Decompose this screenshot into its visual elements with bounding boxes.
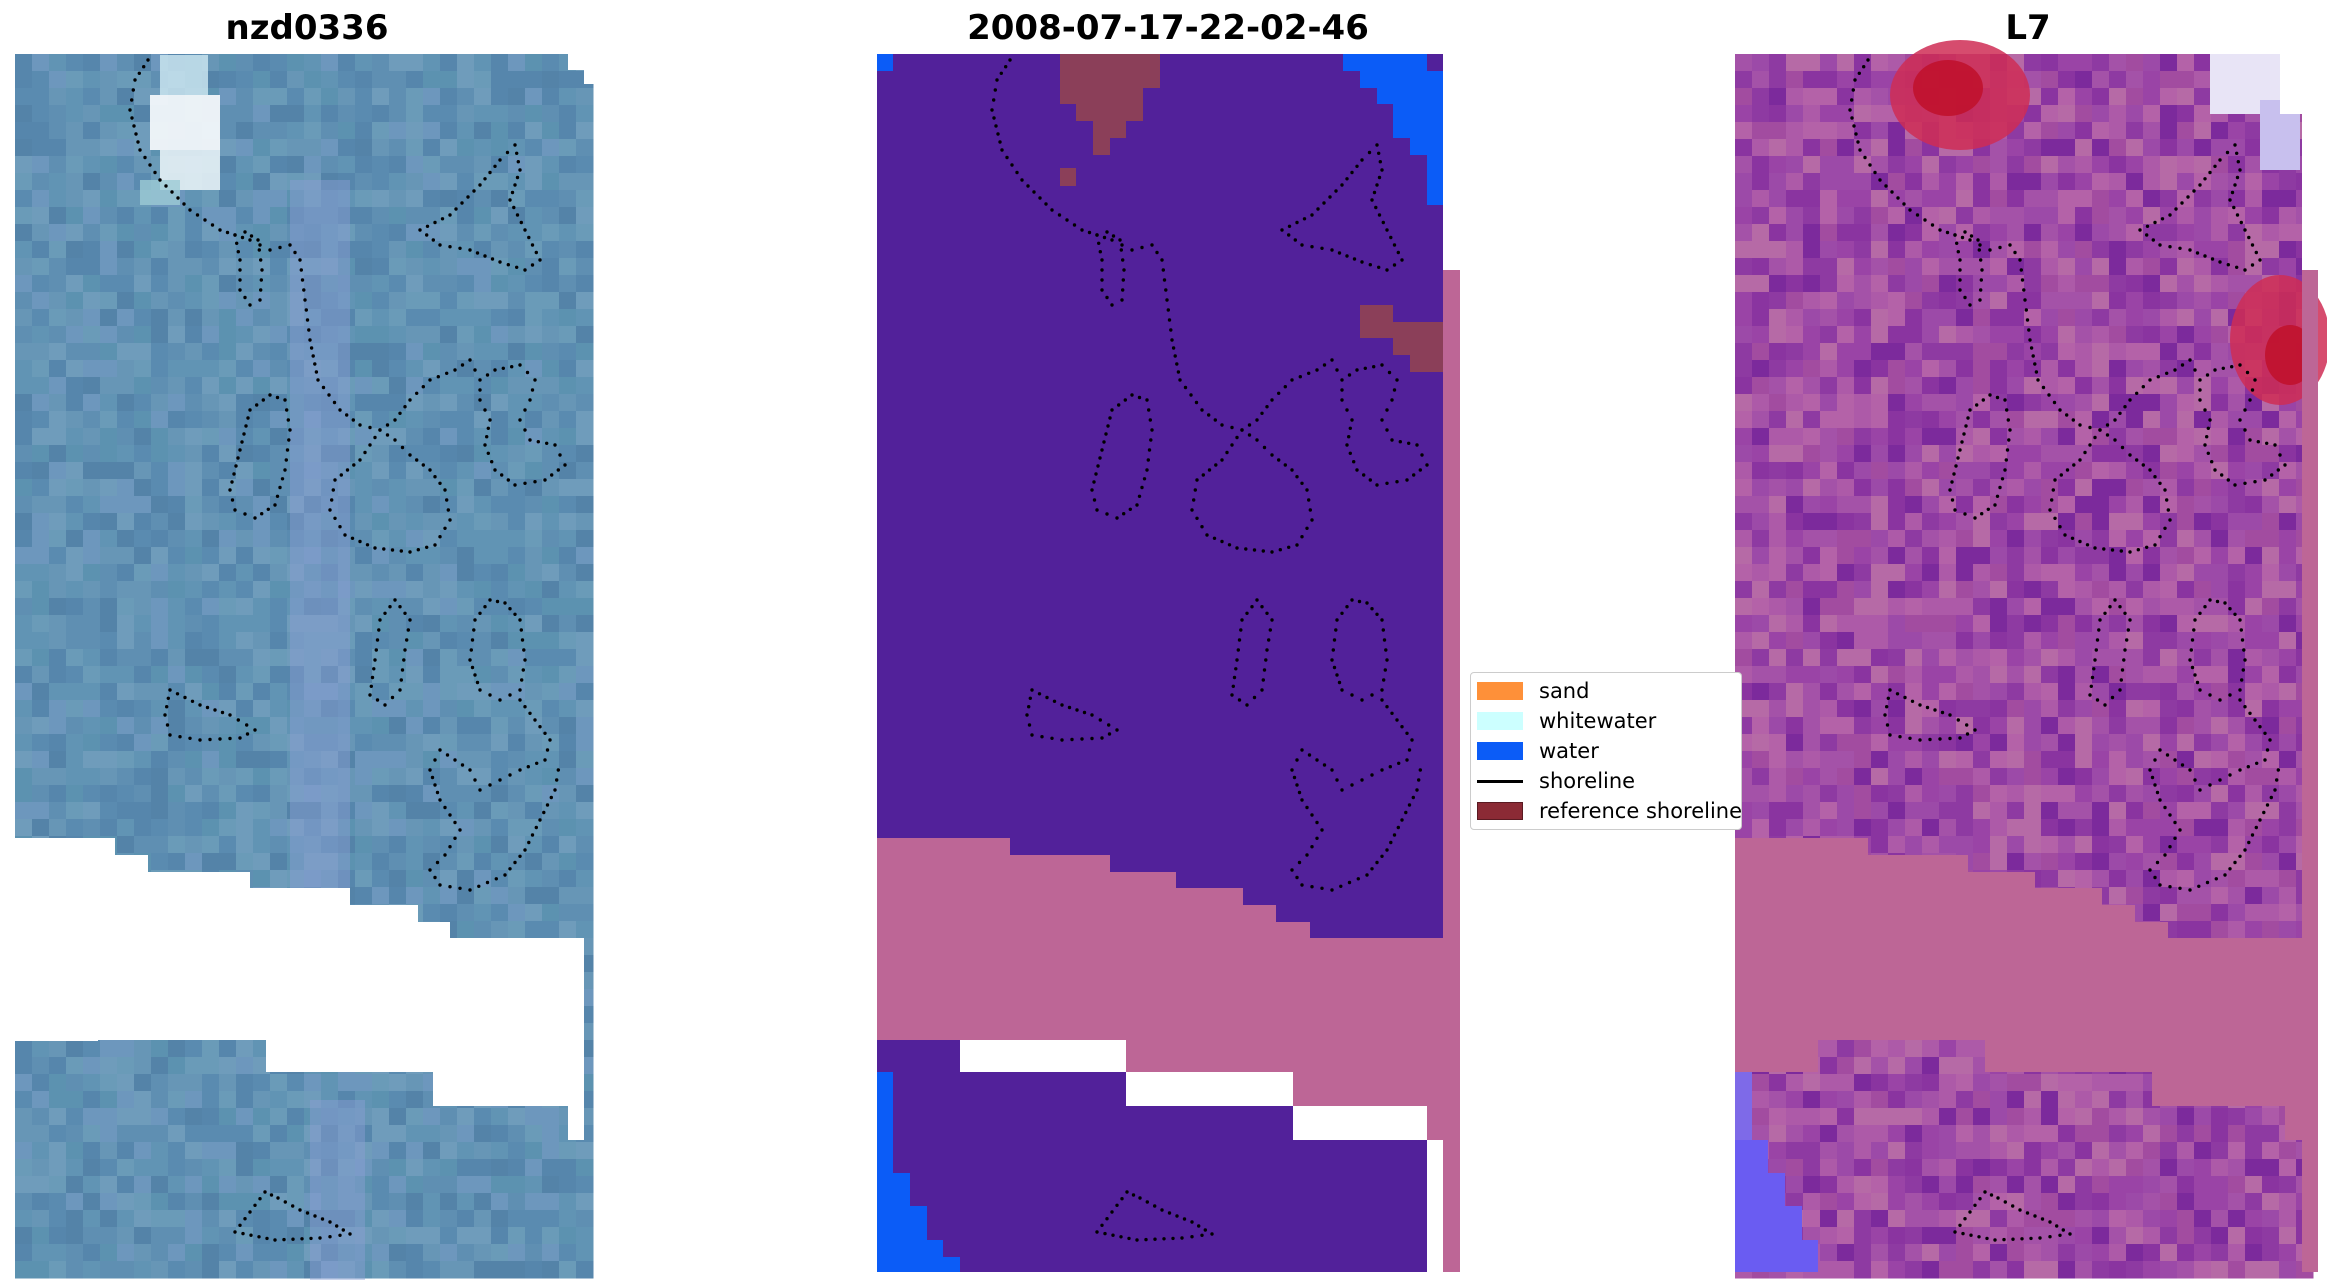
index-blue-corner bbox=[1735, 1072, 1818, 1272]
class-region-lower bbox=[877, 1040, 1427, 1272]
legend-item-water: water bbox=[1477, 738, 1599, 764]
legend-swatch-reference-shoreline bbox=[1477, 802, 1523, 820]
rgb-light-streak bbox=[290, 180, 365, 1280]
legend-item-reference-shoreline: reference shoreline bbox=[1477, 798, 1742, 824]
legend-label-reference-shoreline: reference shoreline bbox=[1539, 799, 1743, 823]
legend-swatch-whitewater bbox=[1477, 712, 1523, 730]
legend: sand whitewater water shoreline referenc… bbox=[1470, 672, 1742, 830]
index-bluewhite-corner bbox=[2210, 54, 2310, 170]
legend-swatch-sand bbox=[1477, 682, 1523, 700]
legend-swatch-water bbox=[1477, 742, 1523, 760]
legend-item-whitewater: whitewater bbox=[1477, 708, 1656, 734]
legend-line-shoreline bbox=[1477, 779, 1523, 783]
class-region-upper bbox=[877, 54, 1443, 938]
index-image-panel bbox=[1735, 40, 2327, 1279]
panel-title-classification: 2008-07-17-22-02-46 bbox=[967, 8, 1369, 48]
legend-item-sand: sand bbox=[1477, 678, 1589, 704]
class-water-patches bbox=[877, 54, 1443, 1272]
legend-label-whitewater: whitewater bbox=[1539, 709, 1657, 733]
rgb-image-panel bbox=[15, 54, 594, 1280]
classification-panel bbox=[877, 54, 1460, 1272]
rgb-whitewater-patch bbox=[140, 55, 220, 205]
panel-title-satellite: L7 bbox=[2005, 8, 2051, 48]
legend-item-shoreline: shoreline bbox=[1477, 768, 1635, 794]
class-region-band bbox=[877, 270, 1460, 1272]
legend-label-shoreline: shoreline bbox=[1539, 769, 1636, 793]
index-band bbox=[1735, 270, 2318, 1272]
shoreline-contours-left bbox=[128, 58, 567, 1242]
shoreline-contours-right bbox=[1848, 58, 2287, 1242]
rgb-nodata-gap bbox=[15, 838, 584, 1040]
class-ref-patches bbox=[1060, 54, 1443, 372]
legend-label-sand: sand bbox=[1539, 679, 1590, 703]
panel-title-rgb: nzd0336 bbox=[225, 8, 389, 48]
legend-label-water: water bbox=[1539, 739, 1599, 763]
shoreline-contours-middle bbox=[990, 58, 1429, 1242]
